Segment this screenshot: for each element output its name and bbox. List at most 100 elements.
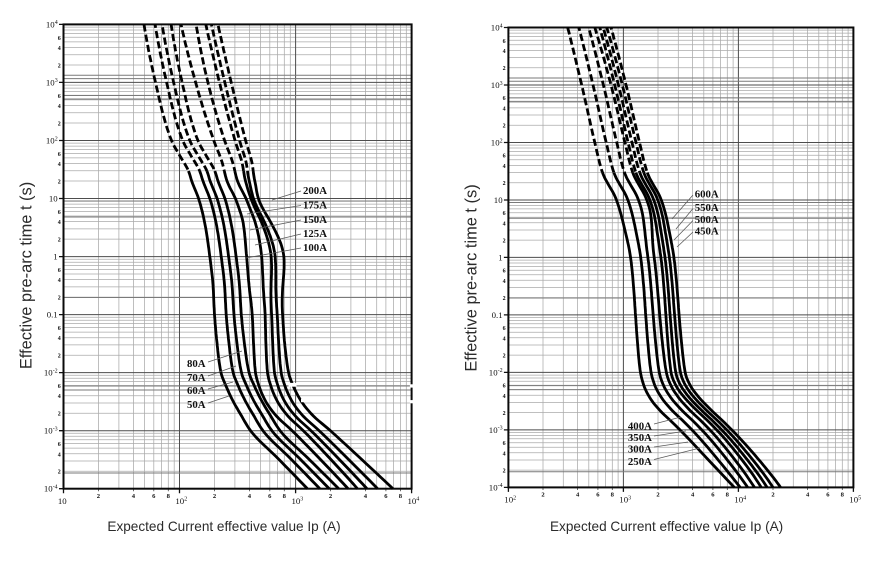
svg-text:2: 2 <box>58 296 61 302</box>
svg-text:400A: 400A <box>628 420 652 432</box>
svg-text:104: 104 <box>491 23 503 33</box>
svg-text:Expected Current effective val: Expected Current effective value Ip (A) <box>550 519 783 534</box>
svg-text:100A: 100A <box>303 242 327 254</box>
svg-text:102: 102 <box>504 495 516 505</box>
svg-text:2: 2 <box>58 64 61 70</box>
svg-text:102: 102 <box>491 138 503 148</box>
svg-text:6: 6 <box>826 492 830 499</box>
svg-text:103: 103 <box>46 77 58 87</box>
svg-text:4: 4 <box>58 104 61 110</box>
svg-text:600A: 600A <box>695 188 719 200</box>
svg-text:4: 4 <box>58 394 61 400</box>
svg-text:6: 6 <box>711 492 715 499</box>
svg-text:6: 6 <box>503 39 506 45</box>
svg-text:4: 4 <box>248 493 252 500</box>
svg-text:10-2: 10-2 <box>44 368 58 378</box>
svg-text:4: 4 <box>364 493 368 500</box>
svg-text:10-3: 10-3 <box>44 426 58 436</box>
svg-text:4: 4 <box>503 106 506 112</box>
svg-text:4: 4 <box>503 336 506 342</box>
svg-text:4: 4 <box>691 492 695 499</box>
svg-text:6: 6 <box>58 36 61 42</box>
svg-text:Effective pre-arc time t (s): Effective pre-arc time t (s) <box>463 184 481 371</box>
svg-text:4: 4 <box>58 278 61 284</box>
svg-text:2: 2 <box>58 238 61 244</box>
svg-text:10-4: 10-4 <box>489 482 503 492</box>
svg-text:2: 2 <box>503 411 506 417</box>
svg-text:4: 4 <box>503 451 506 457</box>
svg-text:102: 102 <box>46 136 58 146</box>
svg-text:1: 1 <box>498 252 502 262</box>
svg-text:6: 6 <box>58 94 61 100</box>
svg-text:4: 4 <box>503 394 506 400</box>
svg-text:70A: 70A <box>187 372 206 384</box>
svg-text:6: 6 <box>58 326 61 332</box>
svg-text:500A: 500A <box>695 214 719 226</box>
svg-text:350A: 350A <box>628 432 652 444</box>
svg-text:2: 2 <box>541 492 545 499</box>
svg-text:2: 2 <box>503 296 506 302</box>
svg-text:2: 2 <box>771 492 775 499</box>
svg-text:6: 6 <box>58 442 61 448</box>
svg-text:2: 2 <box>97 493 101 500</box>
svg-text:4: 4 <box>58 46 61 52</box>
svg-text:80A: 80A <box>187 358 206 370</box>
svg-text:60A: 60A <box>187 385 206 397</box>
svg-text:105: 105 <box>849 495 861 505</box>
svg-text:Expected Current effective val: Expected Current effective value Ip (A) <box>107 519 340 534</box>
svg-text:8: 8 <box>283 493 287 500</box>
svg-text:8: 8 <box>611 492 615 499</box>
svg-text:125A: 125A <box>303 228 327 240</box>
svg-text:6: 6 <box>268 493 272 500</box>
svg-text:6: 6 <box>596 492 600 499</box>
svg-text:10: 10 <box>494 195 503 205</box>
svg-text:2: 2 <box>58 470 61 476</box>
svg-text:103: 103 <box>292 496 304 506</box>
svg-text:10-3: 10-3 <box>489 425 503 435</box>
svg-text:103: 103 <box>491 80 503 90</box>
svg-text:6: 6 <box>503 211 506 217</box>
svg-text:4: 4 <box>806 492 810 499</box>
svg-text:550A: 550A <box>695 202 719 214</box>
svg-text:0.1: 0.1 <box>492 310 503 320</box>
svg-text:2: 2 <box>503 354 506 360</box>
svg-text:Effective pre-arc time t (s): Effective pre-arc time t (s) <box>18 182 36 369</box>
svg-text:102: 102 <box>175 496 187 506</box>
svg-text:104: 104 <box>46 19 58 29</box>
svg-text:10-2: 10-2 <box>489 367 503 377</box>
svg-text:6: 6 <box>58 210 61 216</box>
svg-text:4: 4 <box>503 164 506 170</box>
svg-text:6: 6 <box>384 493 388 500</box>
svg-text:8: 8 <box>726 492 730 499</box>
svg-text:50A: 50A <box>187 399 206 411</box>
svg-text:6: 6 <box>58 268 61 274</box>
svg-text:2: 2 <box>329 493 333 500</box>
svg-text:2: 2 <box>503 239 506 245</box>
svg-text:104: 104 <box>408 496 420 506</box>
svg-text:4: 4 <box>503 279 506 285</box>
svg-text:6: 6 <box>503 384 506 390</box>
svg-text:2: 2 <box>503 124 506 130</box>
svg-text:2: 2 <box>58 122 61 128</box>
svg-text:4: 4 <box>58 220 61 226</box>
svg-text:2: 2 <box>58 180 61 186</box>
svg-text:4: 4 <box>58 162 61 168</box>
svg-text:6: 6 <box>58 152 61 158</box>
svg-text:300A: 300A <box>628 443 652 455</box>
svg-text:1: 1 <box>53 252 57 262</box>
svg-text:103: 103 <box>619 495 631 505</box>
svg-text:4: 4 <box>503 49 506 55</box>
svg-text:4: 4 <box>503 221 506 227</box>
svg-text:4: 4 <box>58 452 61 458</box>
svg-text:4: 4 <box>576 492 580 499</box>
svg-text:175A: 175A <box>303 199 327 211</box>
svg-text:104: 104 <box>734 495 746 505</box>
svg-text:6: 6 <box>503 96 506 102</box>
svg-text:2: 2 <box>656 492 660 499</box>
svg-text:10: 10 <box>49 194 58 204</box>
svg-text:450A: 450A <box>695 225 719 237</box>
svg-text:2: 2 <box>503 66 506 72</box>
svg-text:4: 4 <box>58 336 61 342</box>
svg-text:200A: 200A <box>303 185 327 197</box>
svg-text:2: 2 <box>58 354 61 360</box>
